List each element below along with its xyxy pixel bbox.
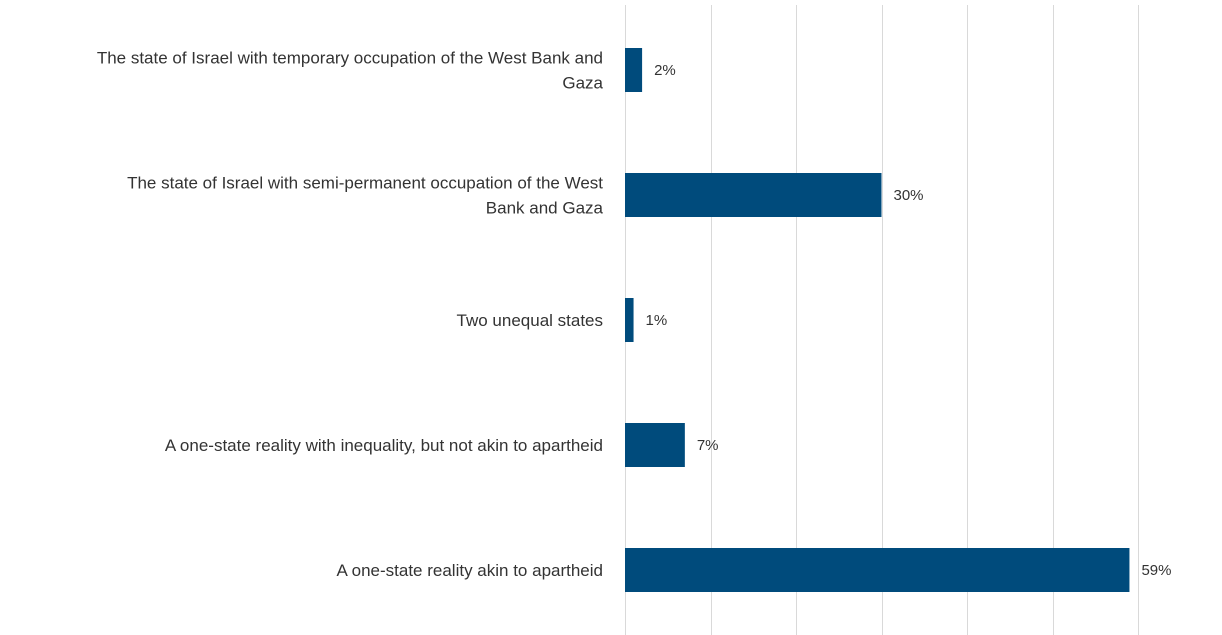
bar <box>625 423 685 467</box>
bar <box>625 48 643 92</box>
category-label: Two unequal states <box>457 311 603 330</box>
value-label: 1% <box>646 312 668 329</box>
category-label: A one-state reality with inequality, but… <box>165 436 603 455</box>
gridlines <box>625 5 1139 635</box>
value-label: 59% <box>1141 562 1171 579</box>
value-label: 2% <box>654 62 676 79</box>
value-labels: 2% 30% 1% 7% 59% <box>646 62 1172 579</box>
category-labels: The state of Israel with temporary occup… <box>97 49 604 581</box>
bar <box>625 548 1130 592</box>
value-label: 7% <box>697 437 719 454</box>
value-label: 30% <box>894 187 924 204</box>
bar <box>625 298 634 342</box>
category-label: A one-state reality akin to apartheid <box>337 561 604 580</box>
category-label: The state of Israel with temporary occup… <box>97 49 604 93</box>
category-label: The state of Israel with semi-permanent … <box>127 174 603 218</box>
bar <box>625 173 882 217</box>
bars <box>625 48 1130 592</box>
